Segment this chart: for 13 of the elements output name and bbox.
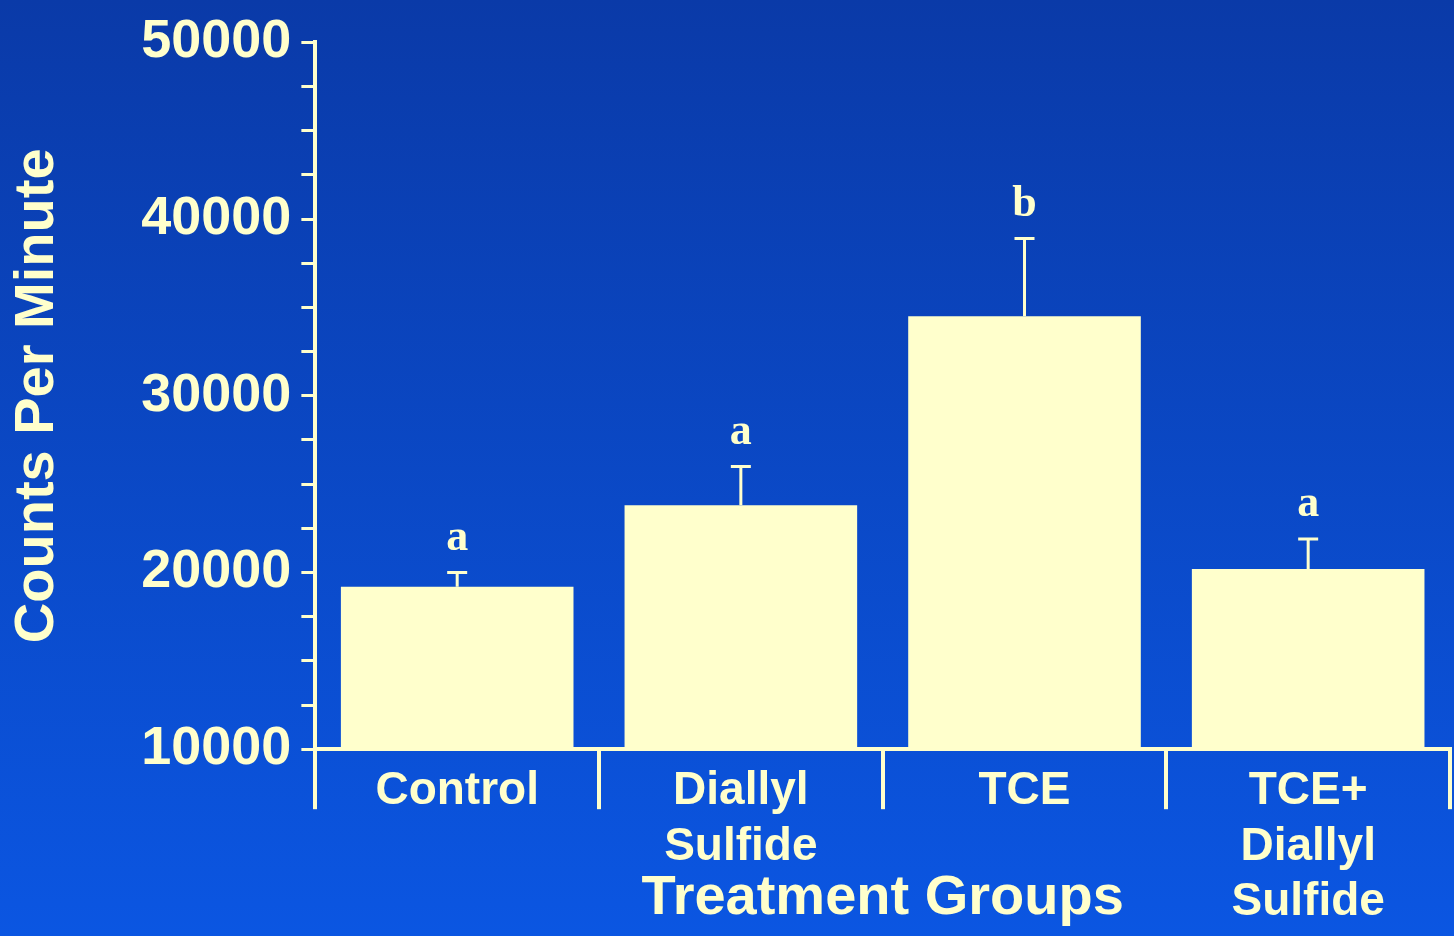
y-tick-label: 50000 xyxy=(141,8,292,69)
y-tick-label: 30000 xyxy=(141,361,292,422)
y-axis-title: Counts Per Minute xyxy=(2,148,66,644)
x-tick-label: TCE xyxy=(978,762,1071,815)
annotation: a xyxy=(729,404,752,454)
x-tick-label: Control xyxy=(375,762,539,815)
annotation: a xyxy=(446,510,469,560)
annotation: a xyxy=(1297,477,1320,527)
annotation: b xyxy=(1012,176,1037,226)
y-tick-label: 10000 xyxy=(141,715,292,776)
y-tick-label: 40000 xyxy=(141,184,292,245)
y-tick-label: 20000 xyxy=(141,538,292,599)
x-tick-label: TCE+ Diallyl Sulfide xyxy=(1231,762,1385,925)
